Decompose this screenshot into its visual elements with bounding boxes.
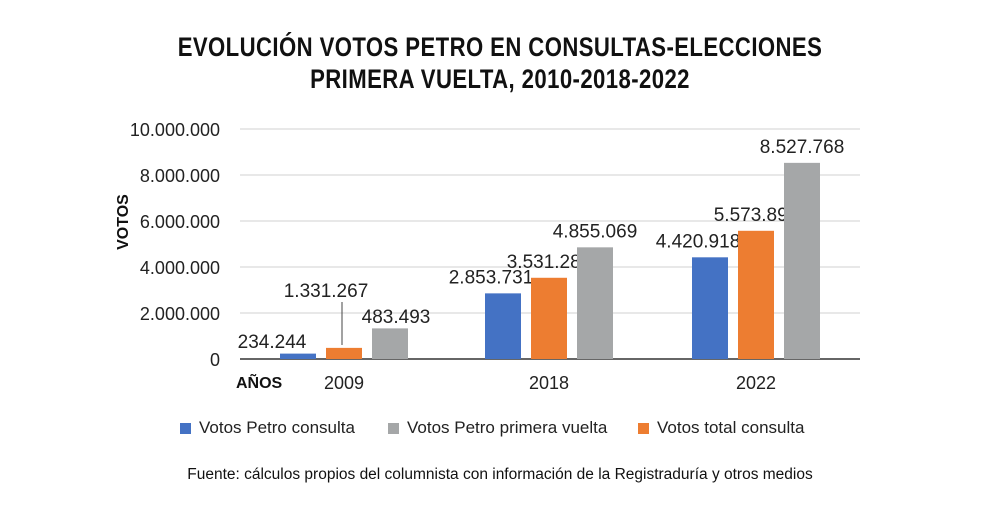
data-label: 8.527.768 — [760, 137, 845, 158]
bar — [531, 277, 567, 359]
legend-swatch — [180, 422, 191, 434]
data-label: 2.853.731 — [449, 267, 534, 288]
legend-label: Votos Petro primera vuelta — [407, 418, 608, 437]
data-label: 5.573.894 — [714, 205, 799, 226]
y-tick-label: 0 — [210, 350, 220, 370]
bar — [485, 293, 521, 359]
legend-swatch — [388, 422, 399, 434]
data-label: 1.331.267 — [284, 281, 369, 302]
x-tick-label: 2022 — [736, 373, 776, 393]
data-label: 3.531.288 — [507, 252, 592, 273]
y-tick-label: 2.000.000 — [140, 304, 220, 324]
data-label: 483.493 — [362, 307, 431, 328]
y-tick-label: 10.000.000 — [130, 120, 220, 140]
legend-swatch — [638, 422, 649, 434]
y-axis-label: VOTOS — [115, 194, 132, 250]
bar — [577, 247, 613, 359]
chart-title-line2: PRIMERA VUELTA, 2010-2018-2022 — [310, 64, 690, 94]
chart-title-line1: EVOLUCIÓN VOTOS PETRO EN CONSULTAS-ELECC… — [177, 32, 823, 62]
bar — [372, 328, 408, 359]
legend-label: Votos total consulta — [657, 418, 805, 437]
data-label: 4.855.069 — [553, 221, 638, 242]
x-tick-label: 2009 — [324, 373, 364, 393]
x-axis-label: AÑOS — [236, 372, 283, 392]
bar — [784, 162, 820, 359]
legend-item-consulta: Votos Petro consulta — [180, 418, 355, 438]
source-note: Fuente: cálculos propios del columnista … — [187, 466, 813, 483]
data-label: 4.420.918 — [656, 231, 741, 252]
legend-label: Votos Petro consulta — [199, 418, 355, 437]
y-tick-label: 4.000.000 — [140, 258, 220, 278]
y-tick-label: 8.000.000 — [140, 166, 220, 186]
bar — [738, 230, 774, 359]
bar — [280, 353, 316, 359]
data-label: 234.244 — [238, 332, 307, 353]
legend-item-total-consulta: Votos total consulta — [638, 418, 804, 438]
x-tick-label: 2018 — [529, 373, 569, 393]
y-tick-label: 6.000.000 — [140, 212, 220, 232]
legend-item-primera-vuelta: Votos Petro primera vuelta — [388, 418, 607, 438]
bar — [692, 257, 728, 359]
bar — [326, 347, 362, 359]
